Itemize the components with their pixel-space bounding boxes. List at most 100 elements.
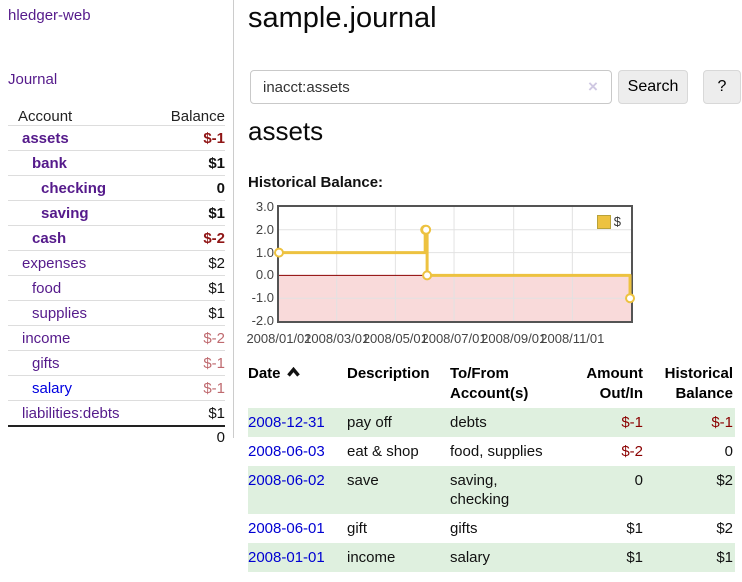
transaction-accounts: food, supplies [450,443,543,460]
register-row: 2008-01-01 income salary $1 $1 [248,543,735,572]
transaction-description: save [347,472,379,489]
account-link-salary[interactable]: salary [32,379,73,397]
page-title: sample.journal [248,2,437,34]
y-tick-label: -2.0 [251,313,274,328]
chart-legend: $ [596,214,621,229]
account-link-income[interactable]: income [22,329,71,347]
accounts-table: Account Balance assets $-1 bank $1 check… [8,108,225,449]
account-row: bank $1 [8,150,225,175]
account-link-food[interactable]: food [32,279,62,297]
register-col-accounts: To/From Account(s) [450,365,529,402]
sidebar-divider [233,0,234,438]
account-balance: $1 [208,404,225,422]
transaction-balance: $1 [716,549,733,566]
register-row: 2008-06-03 eat & shop food, supplies $-2… [248,437,735,466]
x-tick-label: 2008/11/01 [540,331,605,346]
transaction-date-link[interactable]: 2008-01-01 [248,549,325,566]
account-link-liabilities-debts[interactable]: liabilities:debts [22,404,120,422]
transaction-amount: $-2 [621,443,643,460]
x-tick-label: 2008/07/01 [421,331,487,346]
accounts-total-value: 0 [216,429,225,446]
chart-plot-area[interactable]: $ [274,205,636,323]
transaction-description: eat & shop [347,443,419,460]
transaction-amount: $1 [626,520,643,537]
account-row: saving $1 [8,200,225,225]
account-link-supplies[interactable]: supplies [32,304,88,322]
transaction-date-link[interactable]: 2008-12-31 [248,414,325,431]
account-row: food $1 [8,275,225,300]
y-tick-label: 1.0 [255,244,274,260]
account-row: gifts $-1 [8,350,225,375]
chart-x-axis-labels: 2008/01/01 2008/03/01 2008/05/01 2008/07/01… [246,331,646,347]
legend-label: $ [613,214,621,229]
account-heading: assets [248,116,324,146]
account-link-saving[interactable]: saving [41,204,89,222]
x-tick-label: 2008/03/01 [304,331,370,346]
x-tick-label: 2008/05/01 [362,331,428,346]
chart-canvas[interactable] [274,207,636,321]
search-button[interactable]: Search [618,70,688,104]
register-row: 2008-06-01 gift gifts $1 $2 [248,514,735,543]
account-balance: $-2 [203,329,225,347]
app-title-link[interactable]: hledger-web [8,7,91,24]
accounts-table-header: Account Balance [8,108,225,125]
y-tick-label: 3.0 [255,199,274,214]
transaction-accounts: debts [450,414,487,431]
account-link-cash[interactable]: cash [32,229,67,247]
accounts-col-balance: Balance [170,108,225,125]
transaction-date-link[interactable]: 2008-06-03 [248,443,325,460]
accounts-col-account: Account [18,108,73,125]
account-balance: $-1 [203,379,225,397]
search-input[interactable] [250,70,612,104]
transaction-balance: $2 [716,520,733,537]
account-row: salary $-1 [8,375,225,400]
account-row: liabilities:debts $1 [8,400,225,425]
account-link-bank[interactable]: bank [32,154,68,172]
account-row: income $-2 [8,325,225,350]
account-balance: $1 [208,304,225,322]
y-tick-label: 2.0 [255,221,274,237]
account-balance: $-1 [203,354,225,372]
account-link-expenses[interactable]: expenses [22,254,87,272]
account-balance: $1 [208,154,225,172]
clear-search-icon[interactable]: × [588,77,598,96]
transaction-amount: 0 [634,472,643,489]
register-col-date[interactable]: Date [248,360,347,408]
chart-title: Historical Balance: [248,174,384,191]
account-link-gifts[interactable]: gifts [32,354,60,372]
transaction-description: income [347,549,396,566]
account-row: cash $-2 [8,225,225,250]
transaction-accounts: gifts [450,520,478,537]
sort-ascending-icon [286,366,300,377]
legend-swatch-icon [596,214,611,229]
historical-balance-chart: 3.0 2.0 1.0 0.0 -1.0 -2.0 $ 2008/01/01 2008/03… [246,199,646,353]
account-link-assets[interactable]: assets [22,129,69,147]
x-tick-label: 2008/01/01 [246,331,312,346]
sidebar-item-journal[interactable]: Journal [8,71,58,88]
account-row: expenses $2 [8,250,225,275]
transaction-amount: $1 [626,549,643,566]
account-row: supplies $1 [8,300,225,325]
x-tick-label: 2008/09/01 [481,331,547,346]
account-link-checking[interactable]: checking [41,179,107,197]
transaction-balance: 0 [724,443,733,460]
transaction-balance: $2 [716,472,733,489]
transaction-date-link[interactable]: 2008-06-01 [248,520,325,537]
register-row: 2008-12-31 pay off debts $-1 $-1 [248,408,735,437]
transaction-accounts: salary [450,549,491,566]
register-table: Date Description To/From Account(s) Amou… [248,360,735,572]
account-balance: $1 [208,279,225,297]
register-col-date-label: Date [248,365,281,382]
account-balance: $2 [208,254,225,272]
register-col-balance: Historical Balance [664,365,733,402]
transaction-balance: $-1 [711,414,733,431]
accounts-total-row: 0 [8,425,225,449]
help-button[interactable]: ? [703,70,741,104]
transaction-accounts: saving, checking [450,472,510,508]
y-tick-label: -1.0 [251,290,274,306]
register-header-row: Date Description To/From Account(s) Amou… [248,360,735,408]
register-col-amount: Amount Out/In [586,365,643,402]
transaction-date-link[interactable]: 2008-06-02 [248,472,325,489]
account-balance: $-1 [203,129,225,147]
account-balance: $1 [208,204,225,222]
